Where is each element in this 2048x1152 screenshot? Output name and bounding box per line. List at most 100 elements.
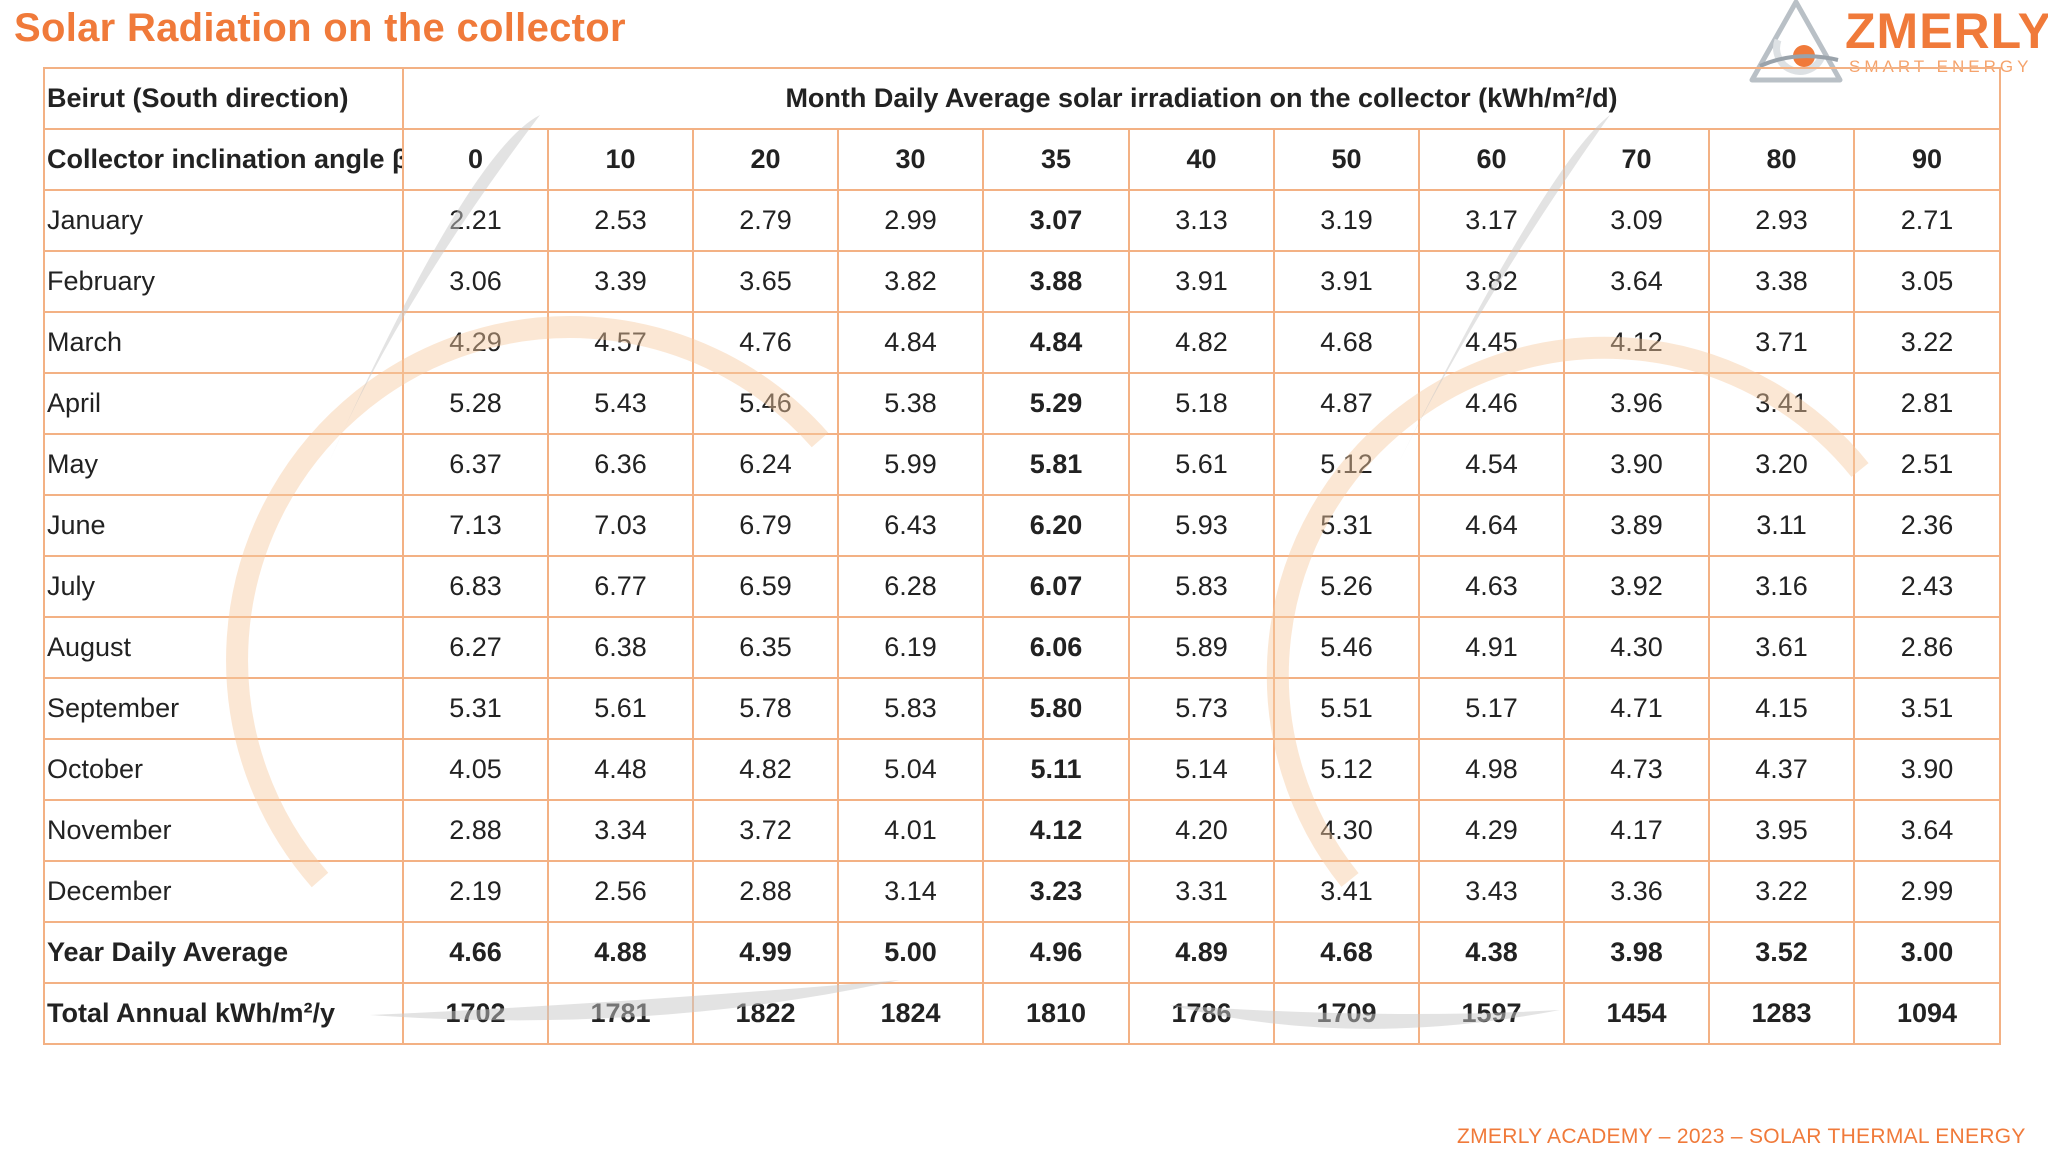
month-label: August [43,616,404,679]
table-row: June 7.13 7.03 6.79 6.43 6.20 5.93 5.31 4.64 3.89… [43,494,2001,557]
total-annual-row: Total Annual kWh/m²/y 1702 1781 1822 1824 181… [43,982,2001,1045]
value-cell: 7.13 [402,494,549,557]
total-annual-cell: 1824 [837,982,984,1045]
angle-header-cell: 20 [692,128,839,191]
value-cell: 5.29 [982,372,1130,435]
table-row: October 4.05 4.48 4.82 5.04 5.11 5.14 5.12 4.98 4… [43,738,2001,801]
value-cell: 2.88 [692,860,839,923]
table-row: March 4.29 4.57 4.76 4.84 4.84 4.82 4.68 4.45 4.1… [43,311,2001,374]
table-row: December 2.19 2.56 2.88 3.14 3.23 3.31 3.41 3.43… [43,860,2001,923]
value-cell: 4.71 [1563,677,1710,740]
value-cell: 4.82 [692,738,839,801]
value-cell: 4.30 [1273,799,1420,862]
value-cell: 5.99 [837,433,984,496]
table-row: November 2.88 3.34 3.72 4.01 4.12 4.20 4.30 4.29… [43,799,2001,862]
month-label: January [43,189,404,252]
value-cell: 5.83 [1128,555,1275,618]
value-cell: 3.41 [1273,860,1420,923]
value-cell: 4.46 [1418,372,1565,435]
value-cell: 4.76 [692,311,839,374]
value-cell: 2.93 [1708,189,1855,252]
value-cell: 3.20 [1708,433,1855,496]
total-annual-cell: 1454 [1563,982,1710,1045]
value-cell: 6.28 [837,555,984,618]
value-cell: 4.29 [402,311,549,374]
year-average-cell: 3.98 [1563,921,1710,984]
value-cell: 3.19 [1273,189,1420,252]
angle-header-cell: 30 [837,128,984,191]
value-cell: 3.82 [1418,250,1565,313]
value-cell: 6.24 [692,433,839,496]
value-cell: 3.09 [1563,189,1710,252]
group-header: Month Daily Average solar irradiation on… [402,67,2001,130]
value-cell: 4.98 [1418,738,1565,801]
value-cell: 4.29 [1418,799,1565,862]
value-cell: 4.87 [1273,372,1420,435]
value-cell: 4.01 [837,799,984,862]
value-cell: 4.91 [1418,616,1565,679]
month-label: February [43,250,404,313]
value-cell: 5.61 [1128,433,1275,496]
value-cell: 3.95 [1708,799,1855,862]
value-cell: 6.27 [402,616,549,679]
total-annual-cell: 1094 [1853,982,2001,1045]
value-cell: 6.07 [982,555,1130,618]
value-cell: 2.81 [1853,372,2001,435]
value-cell: 3.61 [1708,616,1855,679]
value-cell: 5.17 [1418,677,1565,740]
table-row: September 5.31 5.61 5.78 5.83 5.80 5.73 5.51 5.1… [43,677,2001,740]
value-cell: 2.43 [1853,555,2001,618]
value-cell: 3.71 [1708,311,1855,374]
value-cell: 3.39 [547,250,694,313]
value-cell: 6.19 [837,616,984,679]
value-cell: 5.18 [1128,372,1275,435]
value-cell: 5.46 [692,372,839,435]
value-cell: 5.78 [692,677,839,740]
angle-header-cell: 80 [1708,128,1855,191]
total-annual-cell: 1283 [1708,982,1855,1045]
value-cell: 6.77 [547,555,694,618]
location-label: Beirut (South direction) [43,67,404,130]
value-cell: 2.19 [402,860,549,923]
total-annual-cell: 1702 [402,982,549,1045]
value-cell: 4.84 [837,311,984,374]
value-cell: 4.48 [547,738,694,801]
year-average-cell: 4.68 [1273,921,1420,984]
total-annual-cell: 1810 [982,982,1130,1045]
value-cell: 2.71 [1853,189,2001,252]
value-cell: 4.12 [982,799,1130,862]
value-cell: 2.56 [547,860,694,923]
value-cell: 7.03 [547,494,694,557]
value-cell: 2.79 [692,189,839,252]
table-body: Beirut (South direction) Month Daily Ave… [43,67,2001,1045]
value-cell: 6.83 [402,555,549,618]
year-average-cell: 5.00 [837,921,984,984]
value-cell: 4.63 [1418,555,1565,618]
value-cell: 5.93 [1128,494,1275,557]
value-cell: 5.31 [1273,494,1420,557]
value-cell: 4.05 [402,738,549,801]
value-cell: 4.37 [1708,738,1855,801]
value-cell: 2.99 [837,189,984,252]
angle-header-cell: 35 [982,128,1130,191]
solar-radiation-table: Beirut (South direction) Month Daily Ave… [43,67,2001,1045]
year-average-cell: 4.66 [402,921,549,984]
year-average-cell: 4.88 [547,921,694,984]
value-cell: 3.90 [1563,433,1710,496]
value-cell: 4.73 [1563,738,1710,801]
value-cell: 2.86 [1853,616,2001,679]
month-label: July [43,555,404,618]
value-cell: 5.61 [547,677,694,740]
value-cell: 4.82 [1128,311,1275,374]
value-cell: 5.81 [982,433,1130,496]
value-cell: 6.59 [692,555,839,618]
year-average-cell: 4.89 [1128,921,1275,984]
value-cell: 3.22 [1708,860,1855,923]
value-cell: 4.68 [1273,311,1420,374]
total-annual-label: Total Annual kWh/m²/y [43,982,404,1045]
total-annual-cell: 1597 [1418,982,1565,1045]
year-average-row: Year Daily Average 4.66 4.88 4.99 5.00 4.96 4.… [43,921,2001,984]
table-header-row: Beirut (South direction) Month Daily Ave… [43,67,2001,130]
value-cell: 5.89 [1128,616,1275,679]
month-label: April [43,372,404,435]
